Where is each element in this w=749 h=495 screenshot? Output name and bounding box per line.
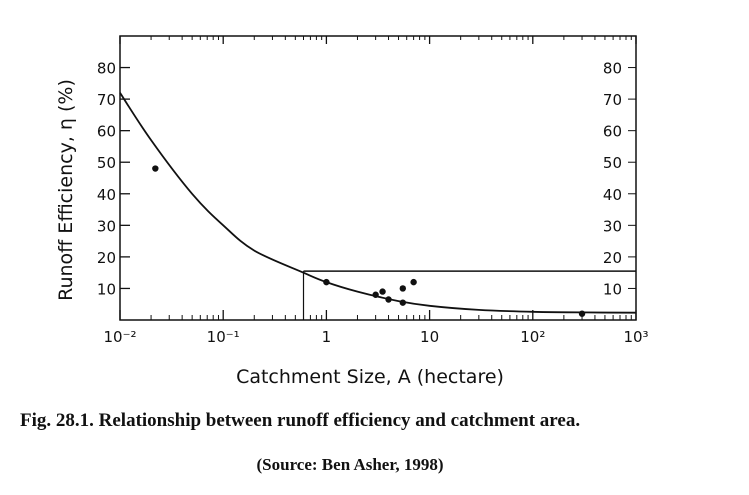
fit-curve: [119, 92, 637, 314]
y-tick-label-right: 10: [603, 280, 622, 298]
y-tick-label-right: 60: [603, 123, 622, 141]
figure-source: (Source: Ben Asher, 1998): [256, 455, 444, 474]
data-point: [578, 310, 586, 317]
y-tick-label-right: 80: [603, 60, 622, 78]
x-tick-label: 10⁻¹: [207, 328, 240, 346]
data-point: [152, 165, 159, 172]
figure-caption: Fig. 28.1. Relationship between runoff e…: [20, 410, 581, 431]
x-tick-label: 10²: [520, 328, 545, 346]
y-tick-label-left: 60: [97, 123, 116, 141]
runoff-efficiency-chart: 10 10 20 20 30 30 40 40 50 50 60 60 70 70 80 80 10⁻² 10⁻¹…: [55, 35, 649, 388]
y-tick-label-left: 10: [97, 280, 116, 298]
data-point: [372, 291, 379, 298]
data-point: [410, 278, 417, 286]
y-tick-label-left: 40: [97, 186, 116, 204]
x-tick-label: 1: [322, 328, 332, 346]
y-tick-label-right: 40: [603, 186, 622, 204]
reference-lines: [302, 270, 636, 320]
x-tick-label: 10⁻²: [103, 328, 136, 346]
y-tick-label-right: 30: [603, 217, 622, 235]
y-axis-label: Runoff Efficiency, η (%): [55, 79, 77, 301]
data-point: [399, 285, 407, 292]
data-point: [399, 299, 407, 306]
data-point: [323, 278, 330, 286]
y-tick-label-left: 20: [97, 249, 116, 267]
x-tick-label: 10: [420, 328, 439, 346]
y-tick-label-left: 80: [97, 60, 116, 78]
data-points: [152, 165, 586, 317]
y-tick-label-right: 70: [603, 91, 622, 109]
y-tick-label-left: 30: [97, 217, 116, 235]
data-point: [379, 288, 386, 295]
x-tick-label: 10³: [623, 328, 648, 346]
data-point: [385, 296, 392, 303]
y-tick-label-right: 50: [603, 154, 622, 172]
ticks-layer: 10 10 20 20 30 30 40 40 50 50 60 60 70 70 80 80 10⁻² 10⁻¹…: [97, 36, 649, 346]
x-axis-label: Catchment Size, A (hectare): [236, 366, 504, 388]
y-tick-label-right: 20: [603, 249, 622, 267]
y-tick-label-left: 50: [97, 154, 116, 172]
y-tick-label-left: 70: [97, 91, 116, 109]
plot-frame: [119, 35, 637, 321]
